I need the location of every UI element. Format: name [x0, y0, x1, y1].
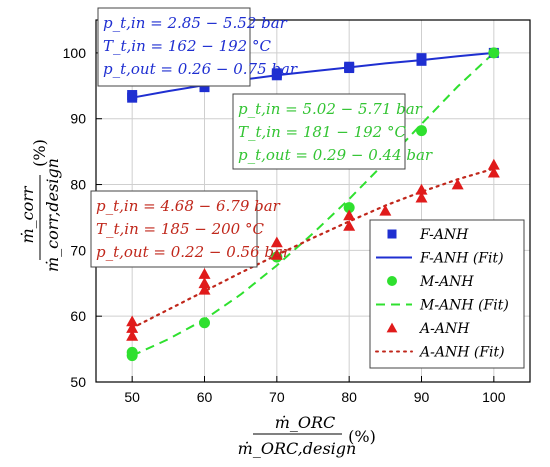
- x-axis-label-denominator: ṁ_ORC,design: [238, 439, 357, 458]
- annotation-frame: [232, 93, 406, 170]
- y-tick-label: 70: [70, 242, 86, 258]
- legend-entry: F-ANH (Fit): [376, 251, 504, 267]
- point-a-anh: [198, 268, 211, 279]
- point-a-anh: [126, 322, 139, 333]
- x-axis-label: ṁ_ORC ṁ_ORC,design (%): [238, 413, 376, 458]
- fit-line-f-anh-fit-: [132, 51, 494, 99]
- point-a-anh: [198, 283, 211, 295]
- y-axis-label-unit: (%): [30, 139, 49, 167]
- point-a-anh: [343, 209, 356, 221]
- x-tick-label: 90: [414, 389, 430, 405]
- y-axis-label-denominator: ṁ_corr,design: [43, 158, 62, 272]
- point-m-anh: [416, 125, 427, 137]
- annotation-line: p_t,out = 0.29 − 0.44 bar: [238, 146, 433, 164]
- legend-marker: [387, 276, 397, 286]
- annotation-frame: [90, 190, 258, 268]
- annotation-frame: [97, 7, 251, 87]
- legend-entry: A-ANH (Fit): [375, 345, 505, 361]
- x-tick-label: 100: [482, 389, 506, 405]
- x-tick-label: 80: [341, 389, 357, 405]
- legend-marker: [387, 229, 397, 239]
- x-tick-label: 70: [269, 389, 285, 405]
- y-tick-label: 80: [70, 177, 86, 193]
- x-tick-label: 50: [124, 389, 140, 405]
- point-f-anh: [344, 61, 355, 72]
- annotations: p_t,in = 2.85 − 5.52 bar T_t,in = 162 − 1…: [90, 7, 433, 268]
- y-tick-label: 60: [70, 308, 86, 324]
- legend-label: A-ANH (Fit): [418, 345, 505, 361]
- point-a-anh: [343, 220, 356, 231]
- legend-marker: [386, 322, 398, 333]
- fit-lines: [131, 51, 495, 357]
- legend-label: F-ANH (Fit): [419, 251, 504, 267]
- annotation-line: T_t,in = 185 − 200 °C: [96, 220, 264, 238]
- annotation-line: T_t,in = 162 − 192 °C: [103, 37, 271, 55]
- legend-entry: M-ANH (Fit): [376, 298, 509, 314]
- legend-label: M-ANH: [419, 274, 474, 290]
- point-f-anh: [271, 68, 282, 79]
- point-a-anh: [415, 183, 428, 195]
- legend-entry: A-ANH: [386, 321, 470, 337]
- y-tick-label: 90: [70, 111, 86, 127]
- point-m-anh: [488, 47, 500, 59]
- point-f-anh: [127, 90, 138, 101]
- x-tick-label: 60: [197, 389, 213, 405]
- legend-entry: M-ANH: [387, 274, 474, 290]
- point-m-anh: [343, 202, 355, 214]
- x-axis-label-numerator: ṁ_ORC: [275, 413, 336, 432]
- y-axis-label-numerator: ṁ_corr: [18, 185, 37, 243]
- annotation-box-red: p_t,in = 4.68 − 6.79 bar T_t,in = 185 − 2…: [90, 190, 291, 268]
- annotation-line: p_t,out = 0.26 − 0.75 bar: [103, 60, 298, 78]
- point-a-anh: [487, 158, 500, 170]
- legend-label: A-ANH: [418, 321, 470, 337]
- point-a-anh: [487, 166, 500, 178]
- legend-label: M-ANH (Fit): [419, 298, 509, 314]
- annotation-box-green: p_t,in = 5.02 − 5.71 bar T_t,in = 181 − 1…: [232, 93, 433, 170]
- y-tick-label: 100: [63, 45, 87, 61]
- point-a-anh: [451, 178, 464, 190]
- annotation-line: T_t,in = 181 − 192 °C: [238, 123, 406, 141]
- x-axis-label-unit: (%): [348, 427, 376, 446]
- legend-frame: [369, 219, 525, 369]
- legend: F-ANH F-ANH (Fit) M-ANH M-ANH (Fit) A-ANH A-A…: [369, 219, 525, 369]
- annotation-line: p_t,in = 5.02 − 5.71 bar: [238, 100, 423, 118]
- data-points: [126, 47, 500, 362]
- fit-line-m-anh-fit-: [131, 52, 495, 357]
- annotation-line: p_t,in = 4.68 − 6.79 bar: [96, 197, 281, 215]
- point-a-anh: [379, 204, 392, 216]
- annotation-line: p_t,in = 2.85 − 5.52 bar: [103, 14, 288, 32]
- annotation-line: p_t,out = 0.22 − 0.56 bar: [96, 243, 291, 261]
- y-tick-label: 50: [70, 374, 86, 390]
- point-a-anh: [198, 277, 211, 289]
- point-f-anh: [416, 53, 427, 64]
- point-a-anh: [270, 236, 283, 248]
- annotation-box-blue: p_t,in = 2.85 − 5.52 bar T_t,in = 162 − 1…: [97, 7, 298, 87]
- legend-entry: F-ANH: [387, 227, 469, 243]
- point-m-anh: [126, 346, 138, 358]
- point-a-anh: [126, 329, 139, 341]
- legend-label: F-ANH: [419, 227, 469, 243]
- y-axis-label: ṁ_corr ṁ_corr,design (%): [18, 139, 62, 272]
- fit-line-a-anh-fit-: [131, 167, 495, 330]
- point-a-anh: [270, 248, 283, 260]
- ticks: 50 60 70 80 90 100 50 60 70 80 90 100: [63, 45, 506, 405]
- point-m-anh: [199, 317, 210, 329]
- point-a-anh: [415, 191, 428, 203]
- point-a-anh: [126, 315, 139, 327]
